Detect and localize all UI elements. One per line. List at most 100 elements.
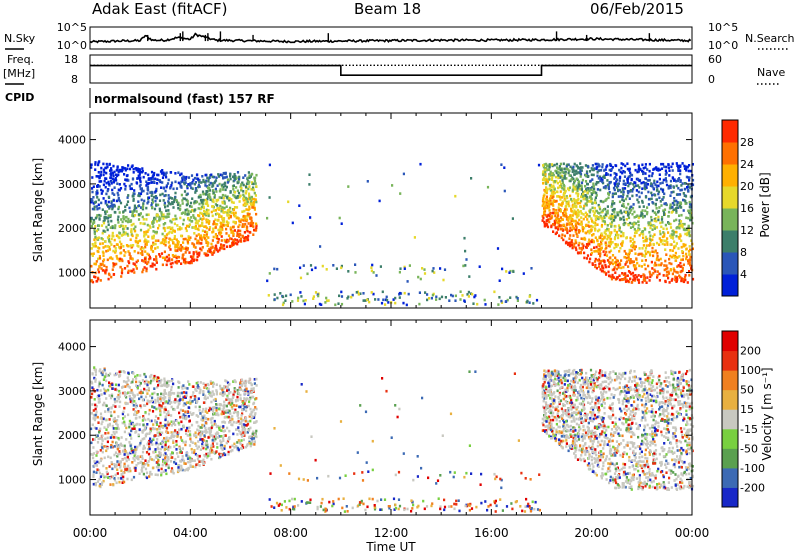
echo-cell: [594, 196, 597, 199]
echo-cell: [138, 176, 141, 180]
echo-cell: [130, 269, 134, 273]
echo-cell: [570, 244, 574, 247]
echo-cell: [196, 421, 199, 424]
echo-cell: [206, 456, 209, 459]
noise-ytick-left-top: 10^5: [57, 21, 87, 34]
echo-cell: [239, 220, 242, 223]
echo-cell: [235, 177, 238, 181]
echo-cell: [602, 250, 605, 253]
echo-cell: [129, 244, 132, 247]
echo-cell: [248, 390, 251, 393]
echo-cell: [192, 412, 195, 415]
echo-cell: [175, 217, 178, 221]
echo-cell: [90, 225, 93, 228]
echo-cell: [121, 458, 124, 461]
echo-cell: [588, 214, 591, 218]
echo-cell: [552, 184, 555, 188]
echo-cell: [637, 228, 640, 232]
echo-cell: [124, 188, 127, 191]
echo-cell: [162, 217, 165, 220]
echo-cell: [546, 204, 549, 208]
echo-cell: [131, 257, 134, 261]
echo-cell: [139, 187, 142, 191]
echo-cell: [146, 384, 149, 388]
echo-cell: [596, 188, 599, 191]
echo-cell: [174, 462, 178, 465]
echo-cell: [169, 202, 172, 206]
echo-cell: [94, 200, 97, 204]
echo-cell: [115, 443, 118, 447]
echo-cell: [143, 235, 146, 238]
echo-cell: [243, 209, 246, 213]
echo-cell: [543, 200, 546, 204]
echo-cell: [103, 368, 106, 372]
echo-cell: [575, 169, 578, 173]
echo-cell: [680, 239, 683, 243]
echo-cell: [154, 195, 158, 198]
echo-cell: [680, 184, 683, 187]
echo-cell: [669, 184, 672, 187]
echo-cell: [187, 176, 191, 179]
echo-cell: [183, 197, 187, 201]
echo-cell: [170, 436, 173, 440]
echo-cell: [605, 254, 609, 257]
echo-cell: [575, 248, 578, 252]
echo-cell: [439, 267, 442, 270]
echo-cell: [182, 258, 186, 262]
echo-cell: [223, 182, 226, 186]
nsky-label: N.Sky: [4, 32, 36, 45]
echo-cell: [635, 194, 638, 197]
echo-cell: [225, 232, 228, 235]
echo-cell: [657, 190, 661, 194]
echo-cell: [160, 186, 163, 189]
echo-cell: [228, 198, 231, 202]
echo-cell: [563, 189, 566, 193]
echo-cell: [498, 296, 501, 299]
echo-cell: [143, 446, 146, 450]
echo-cell: [659, 200, 662, 203]
echo-cell: [231, 402, 234, 405]
echo-cell: [122, 210, 125, 213]
echo-cell: [653, 227, 656, 230]
echo-cell: [250, 199, 253, 203]
echo-cell: [551, 164, 554, 168]
echo-cell: [106, 440, 109, 444]
echo-cell: [151, 262, 154, 266]
echo-cell: [594, 249, 597, 253]
echo-cell: [385, 295, 388, 299]
echo-cell: [604, 186, 607, 190]
echo-cell: [135, 182, 139, 185]
echo-cell: [96, 189, 99, 193]
echo-cell: [216, 207, 219, 210]
echo-cell: [195, 386, 198, 389]
echo-cell: [195, 234, 198, 238]
echo-cell: [228, 196, 231, 200]
echo-cell: [217, 413, 220, 417]
echo-cell: [552, 230, 555, 233]
echo-cell: [550, 202, 553, 206]
echo-cell: [572, 211, 575, 215]
echo-cell: [192, 243, 196, 247]
echo-cell: [600, 269, 603, 273]
echo-cell: [632, 203, 635, 206]
echo-cell: [604, 232, 607, 236]
echo-cell: [176, 433, 179, 437]
echo-cell: [364, 299, 367, 302]
echo-cell: [557, 206, 560, 209]
echo-cell: [683, 167, 687, 170]
echo-cell: [105, 177, 108, 180]
echo-cell: [619, 218, 622, 221]
echo-cell: [101, 231, 104, 235]
echo-cell: [556, 225, 560, 229]
echo-cell: [633, 221, 636, 225]
echo-cell: [113, 193, 116, 196]
echo-cell: [90, 247, 93, 250]
echo-cell: [668, 281, 671, 284]
echo-cell: [248, 195, 251, 199]
echo-cell: [175, 261, 178, 265]
echo-cell: [579, 251, 583, 255]
echo-cell: [155, 255, 158, 258]
echo-cell: [217, 198, 220, 202]
echo-cell: [610, 221, 614, 224]
echo-cell: [250, 383, 253, 386]
